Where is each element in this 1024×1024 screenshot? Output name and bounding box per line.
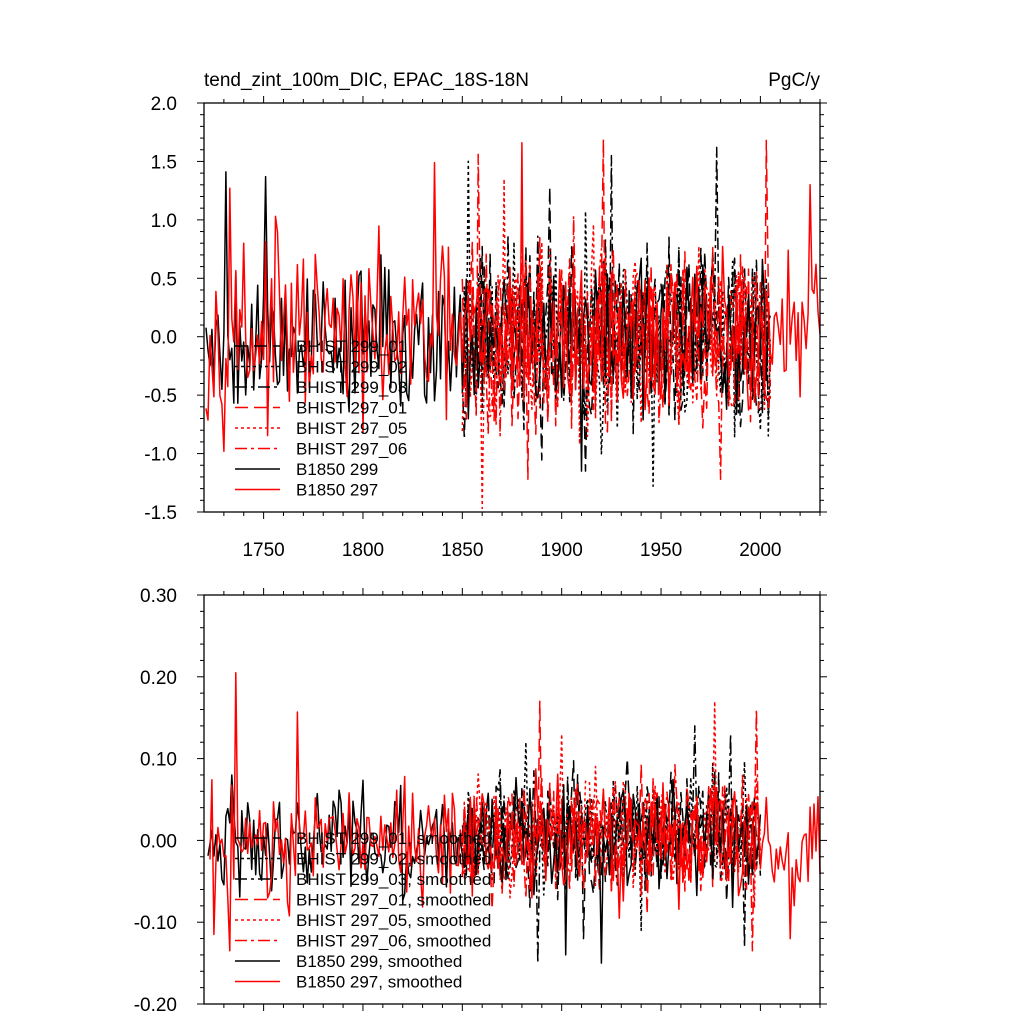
series-line-4 [461,138,772,481]
x-tick-label: 1950 [640,540,682,561]
legend-label: BHIST 299_02, smoothed [296,850,491,869]
y-tick-label: 2.0 [151,94,177,115]
legend-label: B1850 297, smoothed [296,973,462,992]
y-tick-label: 0.10 [140,750,177,771]
y-tick-label: 1.5 [151,152,177,173]
y-tick-label: 0.30 [140,586,177,607]
legend-label: BHIST 297_05, smoothed [296,911,491,930]
y-tick-label: -1.5 [144,503,177,524]
series-line-4 [461,700,762,915]
legend-label: BHIST 299_02 [296,358,407,377]
x-tick-label: 2000 [739,540,781,561]
legend-label: BHIST 297_06 [296,440,407,459]
x-tick-label: 1800 [342,540,384,561]
chart-units: PgC/y [768,70,820,91]
legend-label: BHIST 297_06, smoothed [296,932,491,951]
y-tick-label: 0.5 [151,269,177,290]
series-line-2 [461,160,772,488]
series-line-7 [205,171,772,472]
y-tick-label: 0.20 [140,668,177,689]
y-tick-label: 1.0 [151,211,177,232]
legend-label: BHIST 299_03, smoothed [296,870,491,889]
legend-label: BHIST 297_01, smoothed [296,891,491,910]
series-line-8 [205,141,821,453]
legend-label: BHIST 299_03 [296,378,407,397]
y-tick-label: -0.20 [134,995,177,1016]
y-tick-label: 0.00 [140,831,177,852]
bottom-panel: -0.20 -0.10 0.00 0.10 0.20 0.30 BHIST 299_01, … [134,586,827,1016]
y-tick-label: -0.5 [144,386,177,407]
y-tick-label: -0.10 [134,913,177,934]
legend-label: BHIST 297_01 [296,399,407,418]
legend-label: B1850 297 [296,481,378,500]
x-tick-label: 1850 [441,540,483,561]
legend-label: B1850 299 [296,460,378,479]
top-panel: 1750 1800 1850 1900 1950 2000 -1.5 -1.0 -0.5 0.0 0… [144,94,827,561]
chart-title: tend_zint_100m_DIC, EPAC_18S-18N [204,70,529,91]
legend-label: BHIST 299_01, smoothed [296,829,491,848]
y-tick-label: -1.0 [144,445,177,466]
x-tick-label: 1750 [242,540,284,561]
y-tick-label: 0.0 [151,328,177,349]
series-line-8 [209,671,821,952]
legend-label: B1850 299, smoothed [296,952,462,971]
plot-frame [203,102,821,513]
legend-label: BHIST 297_05 [296,419,407,438]
x-tick-label: 1900 [541,540,583,561]
series-line-6 [461,153,772,481]
legend-label: BHIST 299_01 [296,337,407,356]
plot-frame [203,594,821,1005]
